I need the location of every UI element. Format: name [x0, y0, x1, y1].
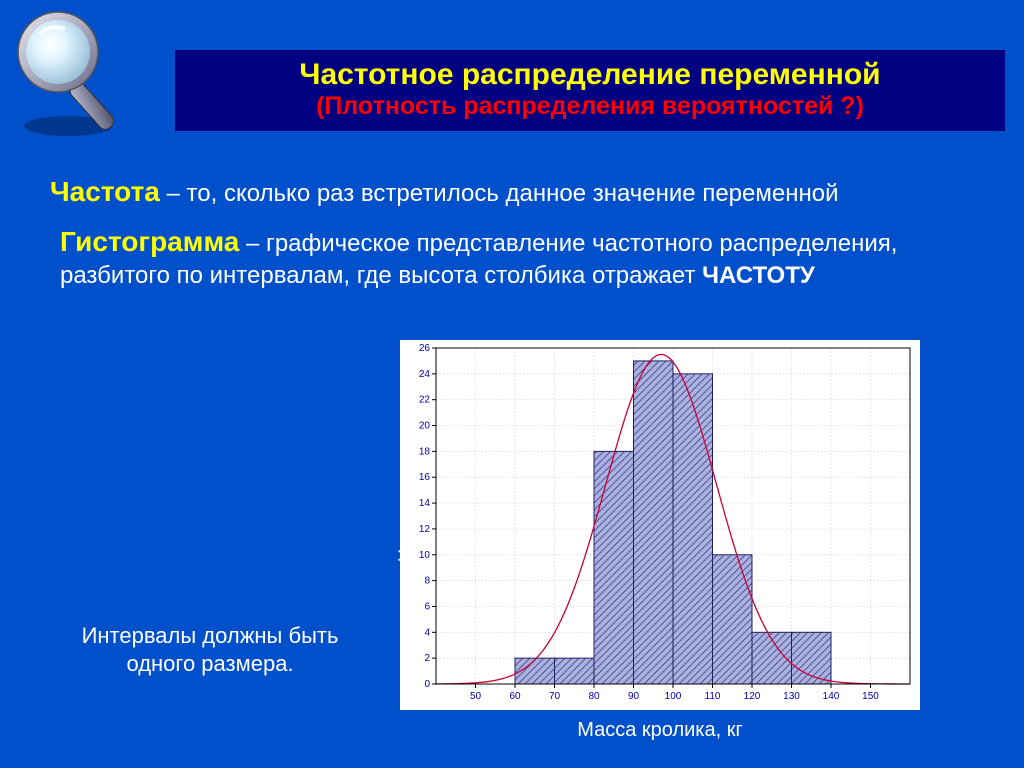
svg-text:4: 4	[424, 627, 430, 638]
title-line2: (Плотность распределения вероятностей ?)	[195, 92, 985, 121]
svg-text:2: 2	[424, 653, 430, 664]
title-block: Частотное распределение переменной (Плот…	[175, 50, 1005, 131]
term-histogram: Гистограмма	[60, 226, 239, 257]
interval-note: Интервалы должны быть одного размера.	[60, 622, 360, 677]
svg-text:150: 150	[862, 691, 879, 702]
svg-text:18: 18	[419, 446, 431, 457]
svg-text:20: 20	[419, 421, 431, 432]
magnifier-icon	[10, 4, 130, 144]
definition-histogram: Гистограмма – графическое представление …	[60, 224, 984, 292]
svg-text:16: 16	[419, 472, 431, 483]
svg-text:26: 26	[419, 343, 431, 354]
histogram-chart: Частота Масса кролика, кг 50607080901001…	[400, 340, 920, 710]
def2-emph: ЧАСТОТУ	[702, 262, 815, 289]
svg-text:50: 50	[470, 691, 482, 702]
svg-text:120: 120	[744, 691, 761, 702]
svg-text:22: 22	[419, 395, 431, 406]
svg-text:12: 12	[419, 524, 431, 535]
svg-text:80: 80	[588, 691, 600, 702]
svg-text:8: 8	[424, 576, 430, 587]
svg-text:0: 0	[424, 679, 430, 690]
svg-text:6: 6	[424, 601, 430, 612]
svg-text:100: 100	[665, 691, 682, 702]
svg-text:110: 110	[705, 691, 721, 702]
chart-xlabel: Масса кролика, кг	[577, 719, 743, 742]
svg-text:60: 60	[509, 691, 521, 702]
svg-text:70: 70	[549, 691, 561, 702]
svg-text:14: 14	[419, 498, 431, 509]
svg-text:140: 140	[823, 691, 840, 702]
title-line1: Частотное распределение переменной	[195, 58, 985, 92]
def1-text: – то, сколько раз встретилось данное зна…	[160, 180, 839, 207]
term-frequency: Частота	[50, 176, 160, 207]
svg-text:10: 10	[419, 550, 431, 561]
svg-text:24: 24	[419, 369, 431, 380]
svg-text:90: 90	[628, 691, 640, 702]
chart-plot-area: 5060708090100110120130140150024681012141…	[400, 340, 920, 710]
definition-frequency: Частота – то, сколько раз встретилось да…	[50, 176, 994, 208]
svg-text:130: 130	[783, 691, 800, 702]
